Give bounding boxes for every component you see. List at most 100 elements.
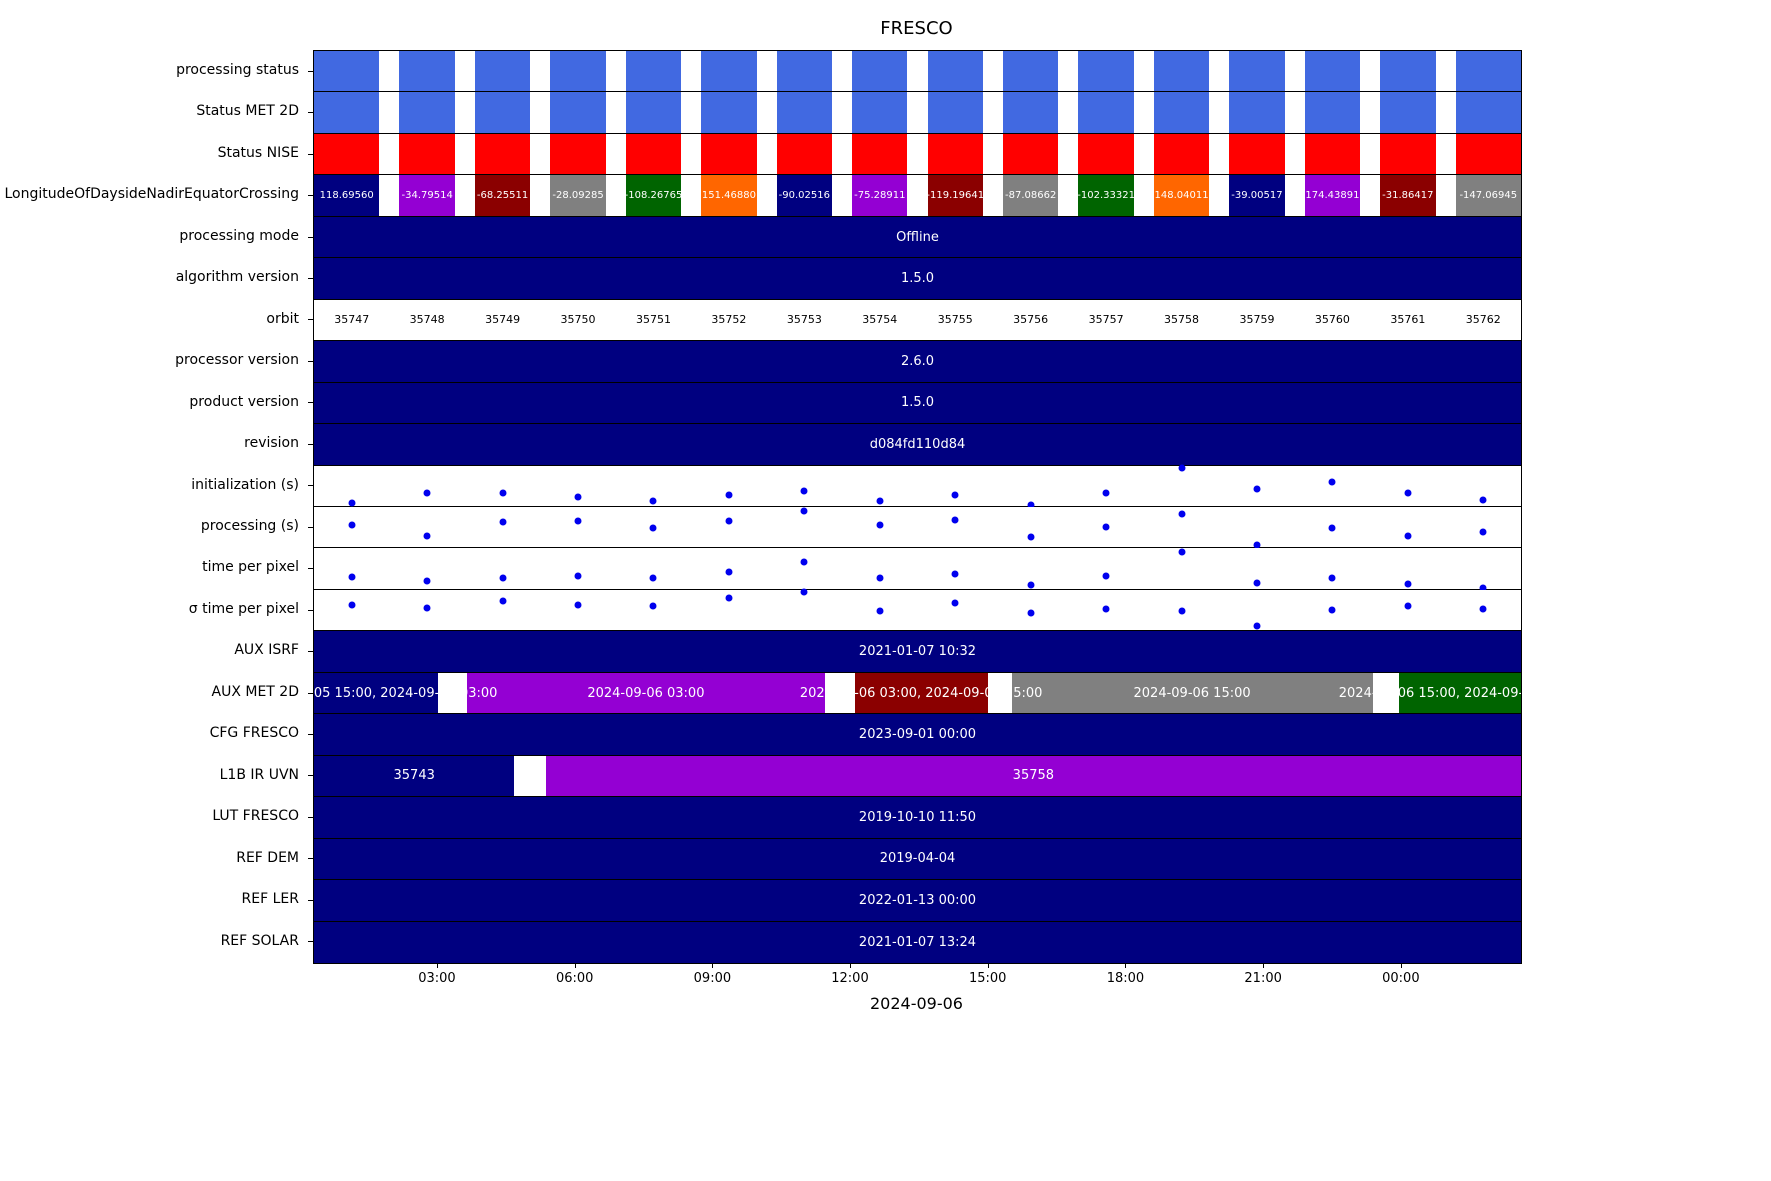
row-label: LUT FRESCO [0, 796, 306, 837]
longitude-value: -102.33321 [1078, 190, 1134, 202]
timeline-segment: 2024-09-06 15:00 [1011, 672, 1373, 714]
bar-value: 2019-04-04 [879, 851, 956, 867]
data-point [876, 497, 884, 505]
value-bar: 2019-10-10 11:50 [314, 797, 1521, 838]
status-block [1380, 51, 1436, 92]
chart-title: FRESCO [880, 18, 953, 39]
status-block [776, 51, 833, 92]
data-point [423, 604, 431, 612]
status-block [399, 51, 455, 92]
status-block [399, 92, 455, 133]
data-point [1328, 524, 1336, 532]
data-point [1404, 580, 1412, 588]
row-label-text: processing status [176, 62, 299, 78]
row-lut-fresco: 2019-10-10 11:50 [314, 797, 1521, 839]
status-block [776, 92, 833, 133]
status-block [550, 51, 606, 92]
status-block [314, 51, 380, 92]
data-point [1253, 579, 1261, 587]
row-aux-met-2d: 2024-09-05 15:00, 2024-09-06 03:00 2024-0… [314, 672, 1521, 715]
status-block [1153, 51, 1210, 92]
row-status-nise [314, 133, 1521, 176]
y-tick [308, 568, 313, 570]
bar-value: 1.5.0 [900, 270, 935, 286]
data-point [800, 507, 808, 515]
row-label: processor version [0, 340, 306, 381]
y-tick [308, 319, 313, 321]
status-block [1153, 92, 1210, 133]
row-label: REF LER [0, 879, 306, 920]
y-tick [308, 70, 313, 72]
status-block [1229, 133, 1285, 175]
row-algorithm-version: 1.5.0 [314, 258, 1521, 300]
longitude-block: -108.26765 [625, 175, 682, 216]
bar-value: Offline [896, 229, 939, 245]
data-point [499, 489, 507, 497]
data-point [1253, 485, 1261, 493]
longitude-value: -39.00517 [1231, 190, 1283, 202]
y-tick [308, 734, 313, 735]
data-point [725, 517, 733, 525]
data-point [1027, 609, 1035, 617]
value-bar: Offline [314, 216, 1521, 258]
longitude-value: 174.43891 [1305, 190, 1360, 202]
data-point [1253, 541, 1261, 549]
data-point [649, 524, 657, 532]
row-aux-isrf: 2021-01-07 10:32 [314, 631, 1521, 673]
row-label-text: σ time per pixel [188, 600, 299, 617]
x-tick [436, 963, 438, 968]
row-label: REF DEM [0, 838, 306, 879]
orbit-label: 35754 [862, 313, 898, 327]
status-block [701, 133, 757, 175]
data-point [876, 607, 884, 615]
row-label-text: initialization (s) [191, 476, 299, 493]
row-label: orbit [0, 299, 306, 340]
data-point [951, 599, 959, 607]
row-label: L1B IR UVN [0, 755, 306, 796]
orbit-label: 35762 [1465, 313, 1501, 327]
longitude-block: -90.02516 [776, 175, 833, 216]
data-point [725, 491, 733, 499]
bar-value: d084fd110d84 [869, 436, 966, 452]
data-point [1479, 584, 1487, 592]
data-point [499, 574, 507, 582]
longitude-block: -75.28911 [852, 175, 908, 216]
y-tick [308, 775, 313, 777]
longitude-block: -68.25511 [474, 175, 531, 216]
row-label: processing status [0, 50, 306, 91]
orbit-label: 35749 [485, 313, 521, 327]
longitude-block: -102.33321 [1078, 175, 1134, 216]
longitude-value: -147.06945 [1459, 190, 1518, 202]
row-label: processing (s) [0, 506, 306, 547]
row-ref-dem: 2019-04-04 [314, 838, 1521, 881]
timeline-segment: 35758 [545, 755, 1521, 797]
row-ref-ler: 2022-01-13 00:00 [314, 880, 1521, 922]
row-label-text: processing (s) [200, 518, 299, 534]
x-tick-label: 06:00 [555, 971, 594, 986]
row-orbit: 35747 35748 35749 35750 35751 35752 35753 35754… [314, 299, 1521, 342]
status-block [1380, 92, 1436, 133]
data-point [876, 574, 884, 582]
data-point [1479, 496, 1487, 503]
status-block [1304, 133, 1361, 175]
row-label: σ time per pixel [0, 589, 306, 630]
longitude-value: -119.19641 [927, 190, 983, 202]
status-block [1304, 51, 1361, 92]
x-tick-label: 03:00 [418, 971, 456, 986]
row-label-text: LongitudeOfDaysideNadirEquatorCrossing [4, 186, 299, 203]
data-point [649, 574, 657, 582]
longitude-block: 148.04011 [1153, 175, 1210, 216]
row-label-text: LUT FRESCO [212, 808, 299, 825]
x-tick [1400, 963, 1402, 968]
timeline-segment: 2024-09-06 15:00, 2024-09-07 03:00 [1339, 672, 1521, 714]
y-tick [308, 485, 313, 487]
data-point [574, 601, 582, 609]
data-point [649, 602, 657, 610]
data-point [800, 558, 808, 566]
data-point [348, 573, 356, 581]
row-label-text: REF SOLAR [220, 932, 299, 949]
row-label: processing mode [0, 216, 306, 257]
timeline-segment: 2024-09-05 15:00, 2024-09-06 03:00 [314, 672, 497, 714]
longitude-value: 118.69560 [319, 190, 374, 202]
x-tick [1263, 963, 1265, 968]
